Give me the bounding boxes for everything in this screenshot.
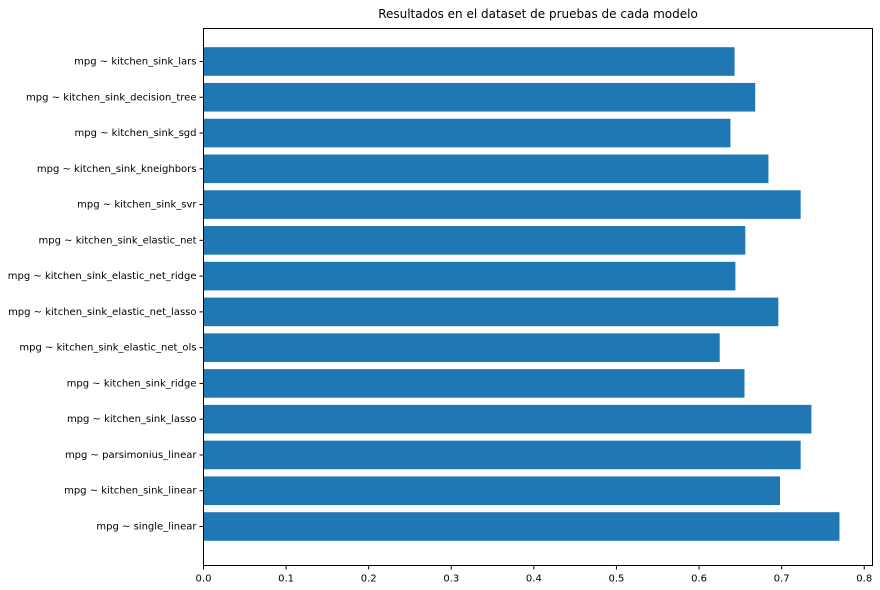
y-tick-label: mpg ~ kitchen_sink_sgd xyxy=(74,128,196,139)
y-tick-label: mpg ~ kitchen_sink_kneighbors xyxy=(37,164,197,175)
plot-area-frame xyxy=(203,28,873,566)
bar xyxy=(203,404,812,434)
y-tick-label: mpg ~ kitchen_sink_linear xyxy=(64,486,197,497)
bar xyxy=(203,226,746,255)
x-tick-labels: 0.0 0.1 0.2 0.3 0.4 0.5 0.6 0.7 0.8 xyxy=(196,565,872,585)
bar xyxy=(203,82,756,112)
x-tick-label: 0.3 xyxy=(443,574,459,585)
y-tick-label: mpg ~ single_linear xyxy=(96,522,197,533)
y-tick-label: mpg ~ kitchen_sink_decision_tree xyxy=(26,92,196,103)
bar xyxy=(203,154,769,184)
x-tick-label: 0.6 xyxy=(691,574,707,585)
bar xyxy=(203,476,780,506)
x-tick-label: 0.7 xyxy=(774,574,790,585)
y-tick-label: mpg ~ parsimonius_linear xyxy=(65,450,197,461)
chart-title: Resultados en el dataset de pruebas de c… xyxy=(378,7,698,21)
y-tick-label: mpg ~ kitchen_sink_elastic_net_ridge xyxy=(8,271,197,282)
y-tick-labels: mpg ~ single_linear mpg ~ kitchen_sink_li… xyxy=(8,57,204,533)
x-tick-label: 0.8 xyxy=(856,574,872,585)
x-tick-label: 0.5 xyxy=(609,574,625,585)
bar xyxy=(203,512,840,541)
y-tick-label: mpg ~ kitchen_sink_lasso xyxy=(67,414,197,425)
y-tick-label: mpg ~ kitchen_sink_svr xyxy=(77,200,197,211)
bar xyxy=(203,261,736,291)
y-tick-label: mpg ~ kitchen_sink_lars xyxy=(74,57,196,68)
y-tick-label: mpg ~ kitchen_sink_elastic_net_lasso xyxy=(8,307,196,318)
bar xyxy=(203,333,720,362)
x-tick-label: 0.1 xyxy=(278,574,294,585)
y-tick-label: mpg ~ kitchen_sink_ridge xyxy=(67,378,197,389)
x-tick-label: 0.2 xyxy=(361,574,377,585)
bars-layer xyxy=(203,47,840,541)
bar xyxy=(203,190,801,219)
bar xyxy=(203,47,735,76)
y-tick-label: mpg ~ kitchen_sink_elastic_net_ols xyxy=(19,343,196,354)
bar xyxy=(203,369,745,398)
bar xyxy=(203,297,779,327)
y-tick-label: mpg ~ kitchen_sink_elastic_net xyxy=(39,235,197,246)
bar xyxy=(203,440,801,470)
x-tick-label: 0.0 xyxy=(196,574,212,585)
x-tick-label: 0.4 xyxy=(526,574,542,585)
bar xyxy=(203,118,731,148)
